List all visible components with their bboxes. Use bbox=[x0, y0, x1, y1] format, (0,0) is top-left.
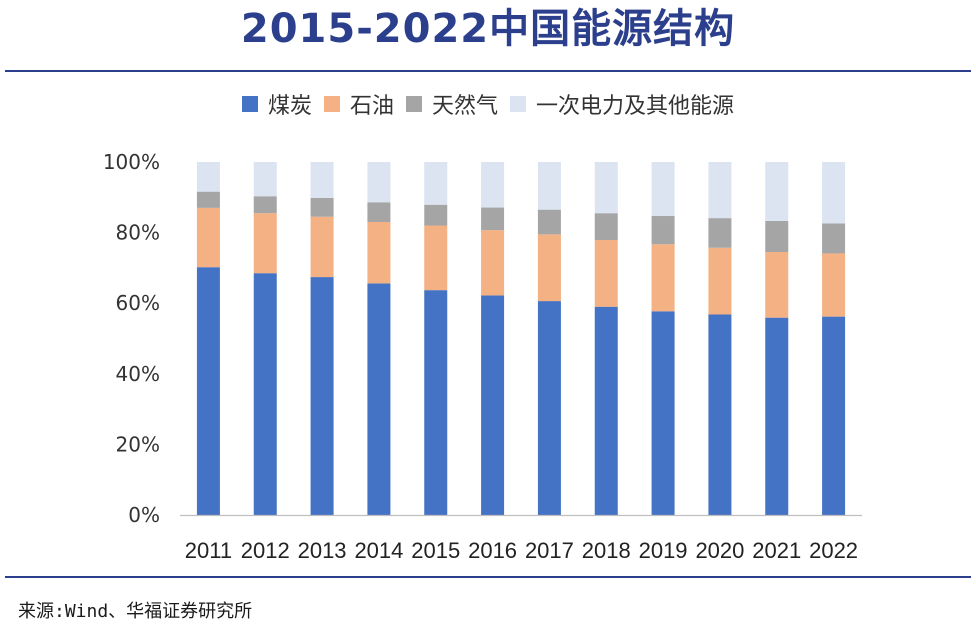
bar-segment-2019-2 bbox=[651, 216, 675, 245]
title-rule bbox=[5, 70, 971, 72]
bar-segment-2011-0 bbox=[196, 267, 220, 515]
bar-segment-2015-0 bbox=[424, 290, 448, 515]
bar-segment-2016-2 bbox=[481, 207, 505, 231]
legend-item-2: 天然气 bbox=[406, 88, 498, 120]
legend-item-3: 一次电力及其他能源 bbox=[510, 88, 734, 120]
bar-segment-2011-2 bbox=[196, 191, 220, 208]
bar-segment-2015-3 bbox=[424, 162, 448, 205]
bar-segment-2011-3 bbox=[196, 162, 220, 192]
bar-segment-2019-3 bbox=[651, 162, 675, 217]
legend-swatch bbox=[406, 96, 422, 112]
bar-segment-2021-0 bbox=[765, 317, 789, 515]
bar-segment-2018-2 bbox=[594, 213, 618, 241]
x-tick-label: 2021 bbox=[752, 538, 801, 563]
bar-segment-2014-1 bbox=[367, 222, 391, 284]
bar-segment-2018-1 bbox=[594, 240, 618, 307]
x-tick-label: 2018 bbox=[582, 538, 631, 563]
y-tick-label: 40% bbox=[116, 362, 160, 386]
bar-segment-2013-2 bbox=[310, 198, 334, 217]
legend-swatch bbox=[510, 96, 527, 112]
bar-segment-2014-3 bbox=[367, 162, 391, 203]
legend-swatch bbox=[323, 96, 340, 112]
bar-segment-2014-0 bbox=[367, 283, 391, 515]
legend-label: 煤炭 bbox=[267, 94, 312, 119]
bar-segment-2020-3 bbox=[708, 162, 732, 219]
bar-segment-2012-1 bbox=[253, 213, 277, 274]
legend-label: 天然气 bbox=[432, 94, 499, 119]
bar-segment-2017-2 bbox=[537, 209, 561, 235]
bar-segment-2019-1 bbox=[651, 244, 675, 312]
bar-segment-2022-1 bbox=[822, 253, 846, 317]
y-tick-label: 100% bbox=[103, 150, 160, 174]
x-tick-label: 2020 bbox=[695, 538, 744, 563]
bar-segment-2017-0 bbox=[537, 301, 561, 515]
x-tick-label: 2011 bbox=[185, 538, 232, 563]
bar-segment-2021-2 bbox=[765, 220, 789, 253]
y-tick-label: 80% bbox=[116, 221, 160, 245]
bar-segment-2016-1 bbox=[481, 230, 505, 296]
bar-segment-2018-3 bbox=[594, 162, 618, 214]
source-note: 来源:Wind、华福证券研究所 bbox=[18, 601, 253, 622]
x-tick-label: 2014 bbox=[354, 538, 403, 563]
bar-segment-2020-1 bbox=[708, 247, 732, 315]
bar-segment-2012-3 bbox=[253, 162, 277, 197]
bar-segment-2021-3 bbox=[765, 162, 789, 221]
bar-segment-2016-3 bbox=[481, 162, 505, 208]
bar-segment-2022-0 bbox=[822, 316, 846, 515]
bar-segment-2021-1 bbox=[765, 252, 789, 318]
bar-segment-2012-2 bbox=[253, 196, 277, 214]
y-tick-label: 20% bbox=[116, 432, 160, 456]
bar-segment-2016-0 bbox=[481, 295, 505, 515]
bar-segment-2015-1 bbox=[424, 225, 448, 291]
x-tick-label: 2012 bbox=[241, 538, 290, 563]
bar-segment-2018-0 bbox=[594, 306, 618, 515]
bar-segment-2019-0 bbox=[651, 311, 675, 515]
bar-segment-2017-1 bbox=[537, 234, 561, 302]
x-tick-label: 2016 bbox=[468, 538, 517, 563]
footer-rule bbox=[5, 576, 971, 578]
legend-item-0: 煤炭 bbox=[241, 88, 312, 120]
y-tick-label: 60% bbox=[116, 291, 160, 315]
legend-label: 一次电力及其他能源 bbox=[536, 94, 735, 119]
chart-title: 2015-2022中国能源结构 bbox=[240, 6, 736, 52]
x-tick-label: 2017 bbox=[525, 538, 574, 563]
y-tick-label: 0% bbox=[128, 503, 160, 527]
x-tick-label: 2015 bbox=[411, 538, 460, 563]
legend-item-1: 石油 bbox=[323, 88, 394, 120]
bar-segment-2020-0 bbox=[708, 314, 732, 515]
bar-segment-2013-3 bbox=[310, 162, 334, 199]
legend-label: 石油 bbox=[349, 94, 394, 119]
bar-segment-2020-2 bbox=[708, 218, 732, 248]
bar-segment-2014-2 bbox=[367, 202, 391, 223]
bar-segment-2011-1 bbox=[196, 207, 220, 268]
bar-segment-2013-1 bbox=[310, 216, 334, 278]
bar-segment-2012-0 bbox=[253, 273, 277, 515]
chart-legend: 煤炭 石油 天然气 一次电力及其他能源 bbox=[0, 88, 976, 120]
x-tick-label: 2013 bbox=[298, 538, 347, 563]
x-tick-label: 2022 bbox=[809, 538, 858, 563]
bar-segment-2013-0 bbox=[310, 277, 334, 515]
legend-swatch bbox=[241, 96, 258, 112]
bar-segment-2022-3 bbox=[822, 162, 846, 224]
bar-segment-2015-2 bbox=[424, 204, 448, 226]
bar-segment-2022-2 bbox=[822, 223, 846, 254]
x-tick-label: 2019 bbox=[639, 538, 688, 563]
bar-segment-2017-3 bbox=[537, 162, 561, 210]
